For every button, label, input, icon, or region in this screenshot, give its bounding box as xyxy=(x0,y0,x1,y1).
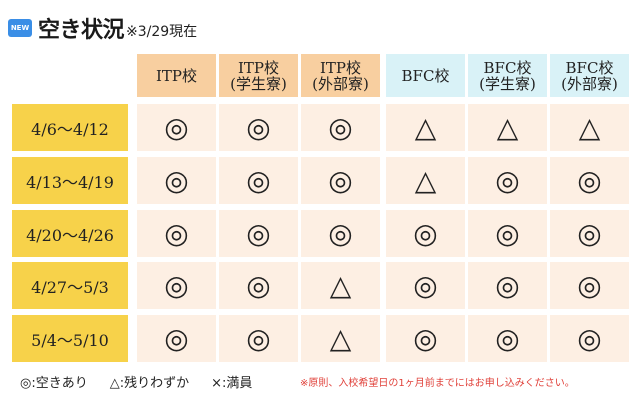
availability-symbol: △ xyxy=(578,110,601,144)
availability-cell: △ xyxy=(301,262,380,309)
legend-available: ◎:空きあり xyxy=(20,376,88,391)
availability-symbol: ◎ xyxy=(577,216,602,250)
column-header-dorm: (外部寮) xyxy=(312,74,369,93)
availability-symbol: △ xyxy=(329,268,352,302)
application-note: ※原則、入校希望日の1ヶ月前までにはお申し込みください。 xyxy=(300,378,575,389)
column-header-school: ITP校 xyxy=(155,66,198,85)
new-badge-icon: NEW xyxy=(8,19,32,37)
availability-symbol: ◎ xyxy=(328,216,353,250)
column-header-school: BFC校 xyxy=(483,58,532,77)
availability-symbol: ◎ xyxy=(413,268,438,302)
page-title: NEW 空き状況 ※3/29現在 xyxy=(8,14,198,43)
column-header-1: ITP校 xyxy=(137,54,216,97)
availability-cell: ◎ xyxy=(137,104,216,151)
availability-symbol: ◎ xyxy=(328,110,353,144)
title-main: 空き状況 xyxy=(38,18,125,43)
row-header-period: 4/6～4/12 xyxy=(12,104,128,151)
availability-cell: ◎ xyxy=(550,262,629,309)
availability-symbol: △ xyxy=(414,110,437,144)
availability-cell: ◎ xyxy=(137,315,216,362)
column-header-4: BFC校 xyxy=(386,54,465,97)
availability-cell: ◎ xyxy=(468,262,547,309)
row-header-period: 5/4～5/10 xyxy=(12,315,128,362)
availability-symbol: ◎ xyxy=(495,216,520,250)
row-header-period: 4/13～4/19 xyxy=(12,157,128,204)
column-header-6: BFC校 (外部寮) xyxy=(550,54,629,97)
legend-full: ×:満員 xyxy=(211,376,253,391)
availability-symbol: ◎ xyxy=(246,268,271,302)
availability-cell: ◎ xyxy=(550,157,629,204)
availability-symbol: △ xyxy=(496,110,519,144)
column-header-school: ITP校 xyxy=(319,58,362,77)
availability-symbol: ◎ xyxy=(577,268,602,302)
availability-symbol: ◎ xyxy=(164,216,189,250)
legend-few: △:残りわずか xyxy=(109,376,190,391)
availability-symbol: ◎ xyxy=(577,321,602,355)
row-header-period: 4/27～5/3 xyxy=(12,262,128,309)
availability-symbol: ◎ xyxy=(246,110,271,144)
availability-symbol: ◎ xyxy=(495,321,520,355)
availability-cell: △ xyxy=(550,104,629,151)
column-header-school: BFC校 xyxy=(401,66,450,85)
title-date-note: ※3/29現在 xyxy=(126,24,198,40)
availability-symbol: ◎ xyxy=(495,163,520,197)
availability-symbol: ◎ xyxy=(577,163,602,197)
availability-symbol: ◎ xyxy=(164,268,189,302)
availability-cell: ◎ xyxy=(386,262,465,309)
availability-cell: ◎ xyxy=(550,315,629,362)
availability-cell: ◎ xyxy=(301,210,380,257)
column-header-2: ITP校 (学生寮) xyxy=(219,54,298,97)
column-header-school: ITP校 xyxy=(237,58,280,77)
row-header-period: 4/20～4/26 xyxy=(12,210,128,257)
availability-cell: ◎ xyxy=(219,104,298,151)
availability-cell: ◎ xyxy=(386,210,465,257)
availability-symbol: ◎ xyxy=(164,163,189,197)
column-header-school: BFC校 xyxy=(565,58,614,77)
availability-symbol: ◎ xyxy=(246,321,271,355)
availability-cell: ◎ xyxy=(219,210,298,257)
availability-cell: △ xyxy=(468,104,547,151)
column-header-5: BFC校 (学生寮) xyxy=(468,54,547,97)
availability-symbol: ◎ xyxy=(413,321,438,355)
availability-cell: ◎ xyxy=(137,262,216,309)
availability-cell: ◎ xyxy=(468,157,547,204)
availability-cell: ◎ xyxy=(550,210,629,257)
availability-symbol: ◎ xyxy=(413,216,438,250)
availability-cell: ◎ xyxy=(219,157,298,204)
availability-cell: ◎ xyxy=(219,315,298,362)
availability-cell: ◎ xyxy=(468,315,547,362)
availability-cell: △ xyxy=(386,157,465,204)
column-header-dorm: (外部寮) xyxy=(561,74,618,93)
availability-cell: △ xyxy=(386,104,465,151)
availability-cell: ◎ xyxy=(386,315,465,362)
availability-symbol: ◎ xyxy=(164,321,189,355)
availability-symbol: ◎ xyxy=(495,268,520,302)
availability-symbol: ◎ xyxy=(246,216,271,250)
availability-symbol: △ xyxy=(329,321,352,355)
column-header-3: ITP校 (外部寮) xyxy=(301,54,380,97)
availability-cell: ◎ xyxy=(219,262,298,309)
availability-symbol: △ xyxy=(414,163,437,197)
availability-cell: ◎ xyxy=(137,157,216,204)
availability-cell: ◎ xyxy=(137,210,216,257)
legend: ◎:空きあり △:残りわずか ×:満員 xyxy=(20,372,274,391)
availability-symbol: ◎ xyxy=(164,110,189,144)
availability-symbol: ◎ xyxy=(246,163,271,197)
availability-cell: △ xyxy=(301,315,380,362)
availability-symbol: ◎ xyxy=(328,163,353,197)
availability-cell: ◎ xyxy=(468,210,547,257)
availability-cell: ◎ xyxy=(301,104,380,151)
availability-cell: ◎ xyxy=(301,157,380,204)
column-header-dorm: (学生寮) xyxy=(479,74,536,93)
column-header-dorm: (学生寮) xyxy=(230,74,287,93)
